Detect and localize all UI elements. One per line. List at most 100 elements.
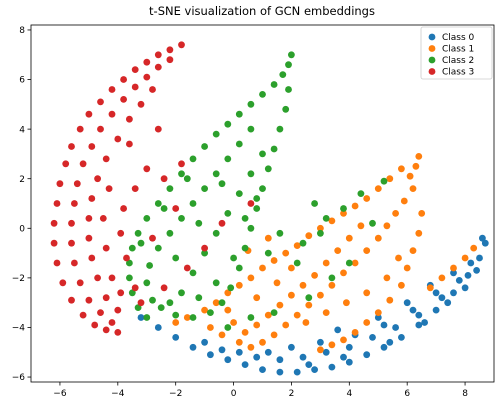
- data-point: [293, 259, 301, 267]
- data-point: [276, 368, 284, 376]
- axes-frame: [30, 24, 495, 383]
- data-point: [79, 160, 87, 168]
- data-point: [241, 329, 249, 336]
- data-point: [183, 264, 191, 272]
- series-2: [125, 51, 388, 331]
- data-point: [125, 259, 133, 267]
- data-point: [418, 210, 426, 217]
- data-point: [270, 145, 278, 153]
- data-point: [450, 269, 457, 277]
- data-point: [178, 160, 185, 168]
- data-point: [285, 61, 292, 69]
- data-point: [279, 71, 287, 78]
- data-point: [328, 363, 336, 371]
- data-point: [282, 321, 290, 329]
- data-point: [288, 343, 295, 351]
- data-point: [481, 239, 489, 247]
- data-point: [374, 234, 382, 242]
- data-point: [340, 269, 347, 277]
- data-point: [166, 299, 174, 307]
- data-point: [235, 190, 243, 198]
- data-point: [88, 143, 96, 150]
- data-point: [143, 215, 151, 222]
- data-point: [363, 289, 371, 297]
- data-point: [201, 143, 209, 150]
- data-point: [235, 348, 243, 356]
- data-point: [128, 289, 136, 297]
- data-point: [235, 110, 243, 118]
- data-point: [345, 234, 353, 242]
- data-point: [259, 91, 266, 98]
- data-point: [340, 336, 347, 344]
- data-point: [345, 259, 353, 267]
- data-point: [288, 264, 295, 272]
- series-0: [137, 234, 489, 376]
- legend-marker: [428, 56, 436, 64]
- data-point: [276, 301, 284, 309]
- data-point: [105, 185, 113, 193]
- data-point: [85, 296, 93, 304]
- data-point: [328, 281, 336, 289]
- data-point: [363, 195, 371, 202]
- data-point: [212, 170, 220, 178]
- data-point: [259, 264, 266, 272]
- data-point: [383, 274, 391, 282]
- data-point: [160, 175, 168, 183]
- data-point: [421, 319, 428, 326]
- y-tick-label: 0: [19, 224, 25, 234]
- data-point: [108, 110, 116, 118]
- data-point: [461, 254, 469, 262]
- data-point: [276, 356, 284, 364]
- data-point: [172, 334, 180, 341]
- data-point: [143, 73, 151, 81]
- data-point: [479, 234, 486, 242]
- data-point: [288, 291, 295, 299]
- data-point: [134, 304, 142, 311]
- data-point: [68, 296, 75, 304]
- data-point: [189, 155, 197, 163]
- data-point: [88, 254, 96, 262]
- data-point: [247, 200, 255, 207]
- data-point: [470, 244, 478, 252]
- data-point: [94, 175, 101, 183]
- data-point: [363, 247, 371, 255]
- data-point: [241, 215, 249, 222]
- data-point: [189, 314, 197, 321]
- data-point: [50, 239, 58, 247]
- data-point: [218, 219, 226, 227]
- data-point: [154, 63, 162, 71]
- data-point: [380, 321, 388, 329]
- data-point: [120, 76, 127, 83]
- data-point: [264, 311, 272, 319]
- data-point: [114, 329, 122, 336]
- data-point: [409, 185, 417, 193]
- data-point: [386, 338, 394, 346]
- x-tick-label: 6: [404, 389, 410, 399]
- data-point: [383, 222, 391, 230]
- data-point: [259, 185, 266, 193]
- data-point: [403, 264, 411, 272]
- legend-marker: [428, 45, 436, 52]
- data-point: [322, 215, 330, 222]
- data-point: [154, 125, 162, 133]
- data-point: [53, 200, 61, 207]
- data-point: [178, 41, 185, 49]
- data-point: [305, 361, 313, 368]
- data-point: [166, 229, 174, 237]
- data-point: [386, 296, 394, 304]
- x-tick-label: −2: [169, 389, 182, 399]
- data-point: [467, 259, 475, 267]
- data-point: [351, 329, 359, 336]
- data-point: [235, 140, 243, 148]
- data-point: [108, 319, 116, 326]
- data-point: [317, 338, 324, 346]
- data-point: [450, 264, 457, 272]
- y-tick-label: −2: [12, 274, 25, 284]
- data-point: [285, 86, 292, 93]
- data-point: [311, 200, 318, 207]
- data-point: [264, 165, 272, 173]
- y-tick-label: −4: [12, 324, 26, 334]
- series-3: [50, 41, 255, 336]
- data-point: [134, 229, 142, 237]
